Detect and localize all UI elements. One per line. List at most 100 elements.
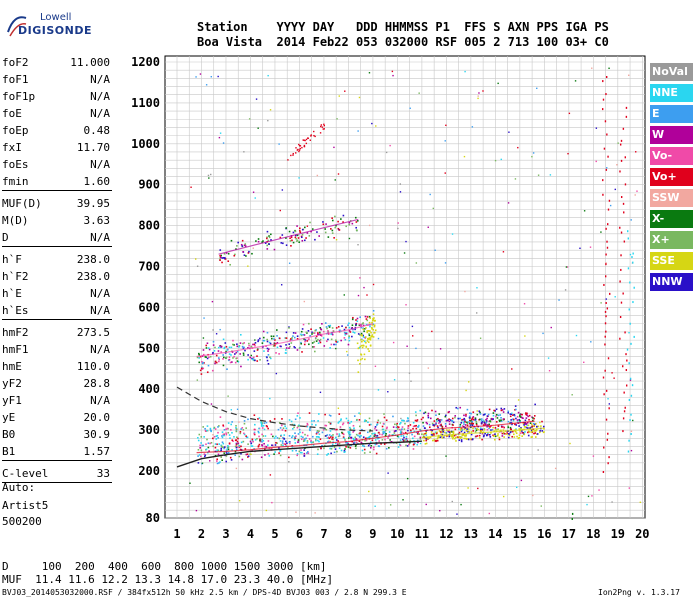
echo-point	[348, 339, 351, 342]
echo-point	[466, 430, 469, 433]
y-tick-label: 200	[138, 464, 160, 478]
echo-point	[317, 338, 319, 341]
echo-point	[519, 430, 521, 432]
echo-point	[199, 369, 202, 372]
echo-point	[398, 443, 401, 446]
echo-point	[310, 230, 312, 233]
echo-point	[483, 413, 486, 416]
echo-point	[502, 431, 505, 434]
echo-point	[421, 433, 423, 435]
echo-point	[376, 421, 379, 424]
echo-point	[427, 414, 429, 417]
echo-point	[200, 436, 203, 438]
echo-point	[438, 430, 441, 432]
echo-point	[511, 418, 514, 421]
echo-point	[372, 432, 374, 435]
noise-point	[467, 487, 469, 489]
echo-point	[354, 438, 356, 441]
echo-point	[515, 432, 518, 435]
echo-point	[247, 347, 249, 349]
noise-point	[250, 453, 252, 455]
noise-point	[600, 231, 602, 233]
echo-point	[294, 230, 297, 233]
clevel-row: C-level 33	[2, 467, 110, 481]
x-tick-label: 5	[271, 527, 278, 541]
echo-point	[457, 407, 459, 410]
echo-point	[484, 423, 487, 426]
echo-point	[357, 347, 360, 350]
echo-point	[329, 447, 331, 450]
echo-point	[270, 433, 273, 436]
echo-point	[228, 353, 231, 355]
echo-point	[258, 435, 260, 438]
echo-point	[214, 446, 217, 449]
echo-point	[325, 340, 328, 343]
echo-point	[366, 330, 369, 332]
echo-point	[414, 411, 417, 413]
echo-point	[392, 415, 394, 418]
echo-point	[199, 447, 201, 449]
echo-point	[347, 431, 350, 433]
noise-point	[517, 146, 519, 149]
noise-point	[595, 160, 597, 163]
streak-point	[608, 199, 611, 202]
echo-point	[290, 154, 292, 157]
echo-point	[334, 226, 337, 229]
echo-point	[373, 435, 376, 437]
echo-point	[410, 429, 412, 432]
echo-point	[436, 431, 438, 434]
echo-point	[527, 424, 530, 427]
echo-point	[353, 442, 355, 444]
echo-point	[285, 347, 288, 349]
echo-point	[245, 427, 247, 429]
echo-point	[306, 434, 309, 437]
echo-point	[364, 437, 367, 440]
echo-point	[338, 433, 341, 435]
echo-point	[442, 436, 445, 439]
echo-point	[497, 428, 500, 431]
x-tick-label: 9	[369, 527, 376, 541]
noise-point	[608, 403, 611, 405]
streak-point	[607, 357, 610, 360]
echo-point	[539, 430, 541, 432]
echo-point	[475, 435, 477, 438]
echo-point	[238, 455, 241, 458]
echo-point	[481, 438, 483, 441]
echo-point	[485, 421, 488, 424]
streak-point	[627, 267, 630, 270]
echo-point	[523, 426, 526, 428]
echo-point	[329, 422, 332, 425]
streak-point	[625, 384, 628, 387]
echo-point	[402, 439, 405, 442]
streak-point	[630, 413, 632, 416]
echo-point	[441, 435, 443, 438]
echo-point	[496, 417, 499, 419]
noise-point	[209, 460, 211, 462]
echo-point	[334, 215, 336, 218]
echo-point	[459, 425, 461, 428]
echo-point	[296, 453, 299, 455]
echo-point	[342, 221, 344, 223]
echo-point	[207, 347, 210, 349]
echo-point	[418, 433, 420, 435]
echo-point	[218, 360, 220, 363]
echo-point	[267, 452, 270, 455]
echo-point	[227, 252, 230, 255]
echo-point	[253, 343, 256, 346]
echo-point	[400, 430, 402, 433]
echo-point	[289, 345, 291, 348]
echo-point	[294, 442, 297, 444]
echo-point	[479, 418, 481, 421]
noise-point	[372, 283, 375, 286]
echo-point	[346, 441, 349, 444]
echo-point	[418, 424, 420, 427]
echo-point	[348, 326, 351, 329]
echo-point	[223, 429, 226, 431]
echo-point	[266, 248, 269, 250]
noise-point	[328, 414, 331, 416]
echo-point	[231, 361, 233, 363]
streak-point	[624, 183, 627, 186]
echo-point	[355, 323, 357, 326]
echo-point	[407, 427, 409, 429]
streak-point	[603, 283, 605, 286]
